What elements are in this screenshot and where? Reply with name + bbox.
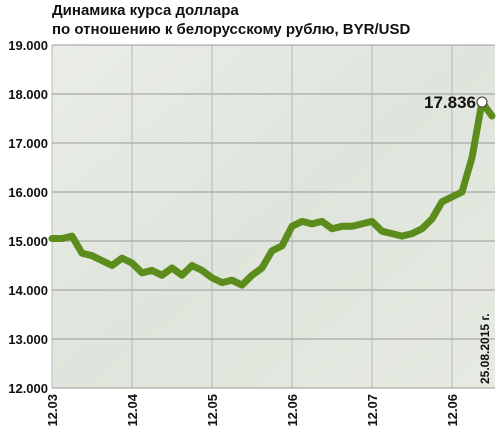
x-tick-label: 12.05 xyxy=(205,394,220,427)
chart-subtitle: по отношению к белорусскому рублю, BYR/U… xyxy=(52,21,410,38)
y-tick-label: 13.000 xyxy=(8,332,48,347)
date-note: 25.08.2015 г. xyxy=(478,313,492,384)
x-tick-label: 12.07 xyxy=(365,394,380,427)
y-tick-label: 15.000 xyxy=(8,234,48,249)
annotation-label: 17.836 xyxy=(424,93,476,112)
chart-title: Динамика курса доллара xyxy=(52,2,239,19)
line xyxy=(48,98,496,289)
y-tick-label: 17.000 xyxy=(8,136,48,151)
y-tick-label: 16.000 xyxy=(8,185,48,200)
y-tick-label: 12.000 xyxy=(8,381,48,396)
annotation-marker xyxy=(476,96,488,108)
x-tick-label: 12.04 xyxy=(125,393,140,426)
y-tick-label: 19.000 xyxy=(8,38,48,53)
x-tick-label: 12.06 xyxy=(285,394,300,427)
y-tick-label: 18.000 xyxy=(8,87,48,102)
plot-background xyxy=(52,45,495,388)
x-tick-label: 12.03 xyxy=(45,394,60,427)
y-tick-label: 14.000 xyxy=(8,283,48,298)
x-tick-label: 12.06 xyxy=(445,394,460,427)
